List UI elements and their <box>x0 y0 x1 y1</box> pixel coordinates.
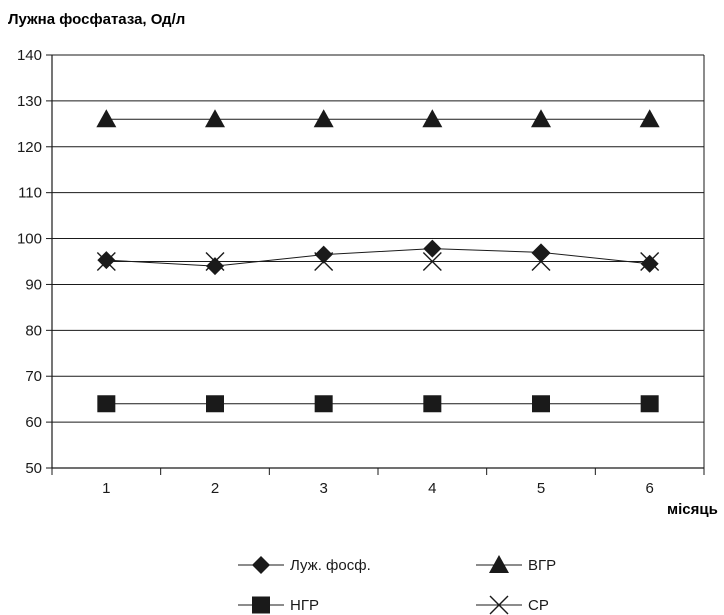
axes <box>46 54 705 475</box>
x-tick-label: 3 <box>319 480 327 497</box>
y-tick-label: 90 <box>25 276 42 293</box>
data-point-s2 <box>639 109 660 128</box>
y-axis-title: Лужна фосфатаза, Од/л <box>8 11 185 28</box>
y-tick-label: 130 <box>17 93 42 110</box>
legend-label: Луж. фосф. <box>290 557 371 574</box>
legend-marker <box>252 556 270 574</box>
legend-label: НГР <box>290 597 319 614</box>
legend: Луж. фосф. ВГР НГР СР <box>238 555 556 615</box>
legend-label: СР <box>528 597 549 614</box>
data-point-s2 <box>531 109 551 128</box>
y-tick-label: 70 <box>25 368 42 385</box>
data-point-s3 <box>206 395 224 413</box>
data-point-s4 <box>422 252 442 271</box>
data-point-s2 <box>205 109 225 128</box>
legend-item: ВГР <box>476 555 556 574</box>
y-tick-label: 140 <box>17 47 42 64</box>
data-point-s3 <box>97 395 116 413</box>
x-tick-label: 5 <box>537 480 545 497</box>
legend-marker <box>252 596 270 614</box>
x-tick-labels: 1 2 3 4 5 6 <box>102 480 654 497</box>
data-point-s3 <box>423 395 442 413</box>
data-point-s1 <box>314 245 333 264</box>
legend-marker <box>489 595 509 615</box>
data-point-s2 <box>313 109 334 128</box>
x-tick-label: 4 <box>428 480 436 497</box>
x-tick-label: 1 <box>102 480 110 497</box>
x-axis-title: місяць <box>667 501 718 518</box>
legend-item: СР <box>476 595 549 615</box>
y-tick-label: 60 <box>25 414 42 431</box>
series-line-1 <box>106 248 650 267</box>
y-tick-label: 120 <box>17 139 42 156</box>
x-tick-label: 2 <box>211 480 219 497</box>
data-point-s1 <box>423 239 442 258</box>
data-point-s4 <box>531 252 551 271</box>
y-tick-label: 50 <box>25 460 42 477</box>
legend-label: ВГР <box>528 557 556 574</box>
gridlines <box>52 54 705 468</box>
y-tick-labels: 50 60 70 80 90 100 110 120 130 140 <box>17 47 42 477</box>
y-tick-label: 80 <box>25 322 42 339</box>
data-point-s3 <box>314 395 333 413</box>
y-tick-label: 100 <box>17 231 42 248</box>
data-point-s3 <box>640 395 659 413</box>
legend-item: Луж. фосф. <box>238 556 371 574</box>
data-point-s3 <box>532 395 550 413</box>
data-point-s1 <box>532 243 550 262</box>
data-point-s1 <box>97 251 116 270</box>
series-group <box>96 109 660 413</box>
data-point-s1 <box>206 257 224 276</box>
data-point-s2 <box>96 109 117 128</box>
y-tick-label: 110 <box>18 185 42 202</box>
legend-marker <box>489 555 509 573</box>
legend-item: НГР <box>238 596 319 614</box>
data-point-s2 <box>422 109 443 128</box>
data-point-s1 <box>640 254 659 273</box>
x-tick-label: 6 <box>645 480 653 497</box>
